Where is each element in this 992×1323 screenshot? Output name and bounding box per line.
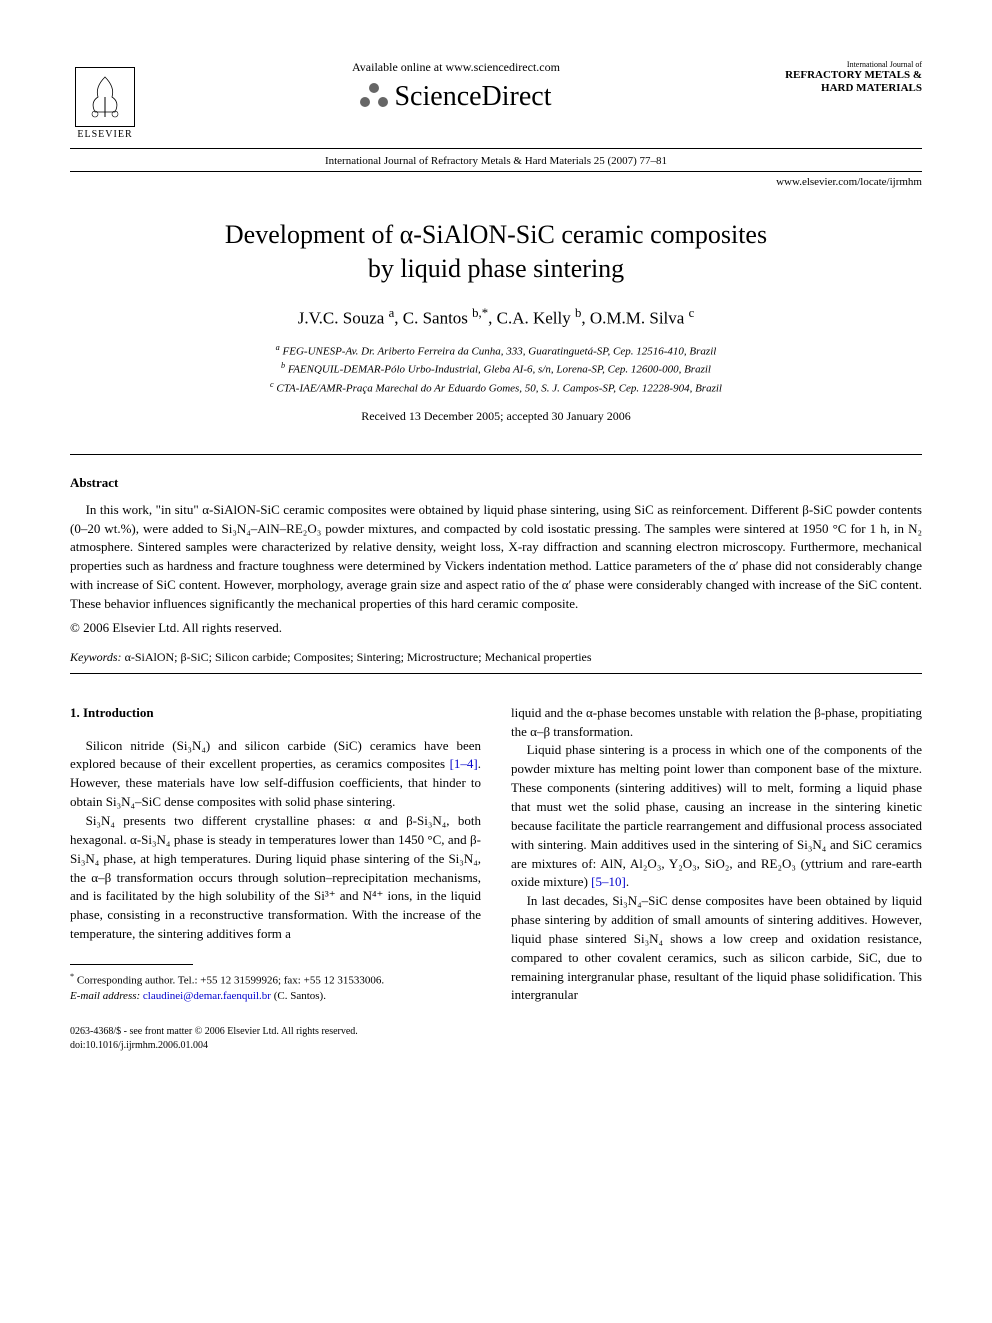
- right-column: liquid and the α-phase becomes unstable …: [511, 704, 922, 1006]
- abstract-copyright: © 2006 Elsevier Ltd. All rights reserved…: [70, 620, 922, 636]
- affiliation-a: FEG-UNESP-Av. Dr. Ariberto Ferreira da C…: [283, 346, 717, 358]
- elsevier-tree-icon: [75, 67, 135, 127]
- abstract-heading: Abstract: [70, 475, 922, 491]
- title-line-1: Development of α-SiAlON-SiC ceramic comp…: [225, 220, 767, 249]
- keywords-label: Keywords:: [70, 650, 122, 664]
- ref-link-5-10[interactable]: [5–10]: [591, 874, 626, 889]
- header-row: ELSEVIER Available online at www.science…: [70, 60, 922, 140]
- intro-para-4: In last decades, Si₃N₄–SiC dense composi…: [511, 892, 922, 1005]
- elsevier-logo: ELSEVIER: [70, 60, 140, 140]
- intro-para-2: Si₃N₄ presents two different crystalline…: [70, 812, 481, 944]
- elsevier-text: ELSEVIER: [77, 129, 132, 140]
- ref-link-1-4[interactable]: [1–4]: [450, 756, 478, 771]
- left-column: 1. Introduction Silicon nitride (Si₃N₄) …: [70, 704, 481, 1006]
- email-label: E-mail address:: [70, 990, 140, 1002]
- article-title: Development of α-SiAlON-SiC ceramic comp…: [70, 218, 922, 286]
- keywords-line: Keywords: α-SiAlON; β-SiC; Silicon carbi…: [70, 650, 922, 665]
- section-1-heading: 1. Introduction: [70, 704, 481, 723]
- sciencedirect-icon: [360, 83, 388, 111]
- keywords-list: α-SiAlON; β-SiC; Silicon carbide; Compos…: [125, 650, 592, 664]
- sciencedirect-block: Available online at www.sciencedirect.co…: [140, 60, 772, 113]
- email-who: (C. Santos).: [274, 990, 326, 1002]
- header-rule: [70, 148, 922, 149]
- title-line-2: by liquid phase sintering: [368, 254, 624, 283]
- footer-issn: 0263-4368/$ - see front matter © 2006 El…: [70, 1025, 922, 1039]
- available-online-text: Available online at www.sciencedirect.co…: [140, 60, 772, 75]
- corresponding-email[interactable]: claudinei@demar.faenquil.br: [143, 990, 271, 1002]
- corresponding-text: Corresponding author. Tel.: +55 12 31599…: [77, 975, 384, 987]
- journal-small-line: International Journal of: [772, 60, 922, 69]
- journal-title-box: International Journal of REFRACTORY META…: [772, 60, 922, 95]
- journal-big-line: REFRACTORY METALS & HARD MATERIALS: [772, 69, 922, 95]
- affiliation-c: CTA-IAE/AMR-Praça Marechal do Ar Eduardo…: [276, 382, 722, 394]
- journal-url: www.elsevier.com/locate/ijrmhm: [70, 176, 922, 188]
- intro-para-2-cont: liquid and the α-phase becomes unstable …: [511, 704, 922, 742]
- intro-para-1: Silicon nitride (Si₃N₄) and silicon carb…: [70, 737, 481, 812]
- sciencedirect-text: ScienceDirect: [394, 81, 551, 113]
- affiliations: a FEG-UNESP-Av. Dr. Ariberto Ferreira da…: [70, 342, 922, 396]
- affiliation-b: FAENQUIL-DEMAR-Pólo Urbo-Industrial, Gle…: [288, 364, 711, 376]
- intro-para-3: Liquid phase sintering is a process in w…: [511, 741, 922, 892]
- corresponding-footnote: * Corresponding author. Tel.: +55 12 315…: [70, 971, 481, 1004]
- footer-doi: doi:10.1016/j.ijrmhm.2006.01.004: [70, 1039, 922, 1053]
- header-rule-2: [70, 171, 922, 172]
- abstract-body: In this work, "in situ" α-SiAlON-SiC cer…: [70, 501, 922, 614]
- footnote-rule: [70, 964, 193, 965]
- abstract-top-rule: [70, 454, 922, 455]
- article-dates: Received 13 December 2005; accepted 30 J…: [70, 409, 922, 424]
- page-footer: 0263-4368/$ - see front matter © 2006 El…: [70, 1025, 922, 1053]
- journal-citation: International Journal of Refractory Meta…: [70, 155, 922, 167]
- abstract-bottom-rule: [70, 673, 922, 674]
- body-columns: 1. Introduction Silicon nitride (Si₃N₄) …: [70, 704, 922, 1006]
- sciencedirect-logo: ScienceDirect: [140, 81, 772, 113]
- authors-line: J.V.C. Souza a, C. Santos b,*, C.A. Kell…: [70, 306, 922, 329]
